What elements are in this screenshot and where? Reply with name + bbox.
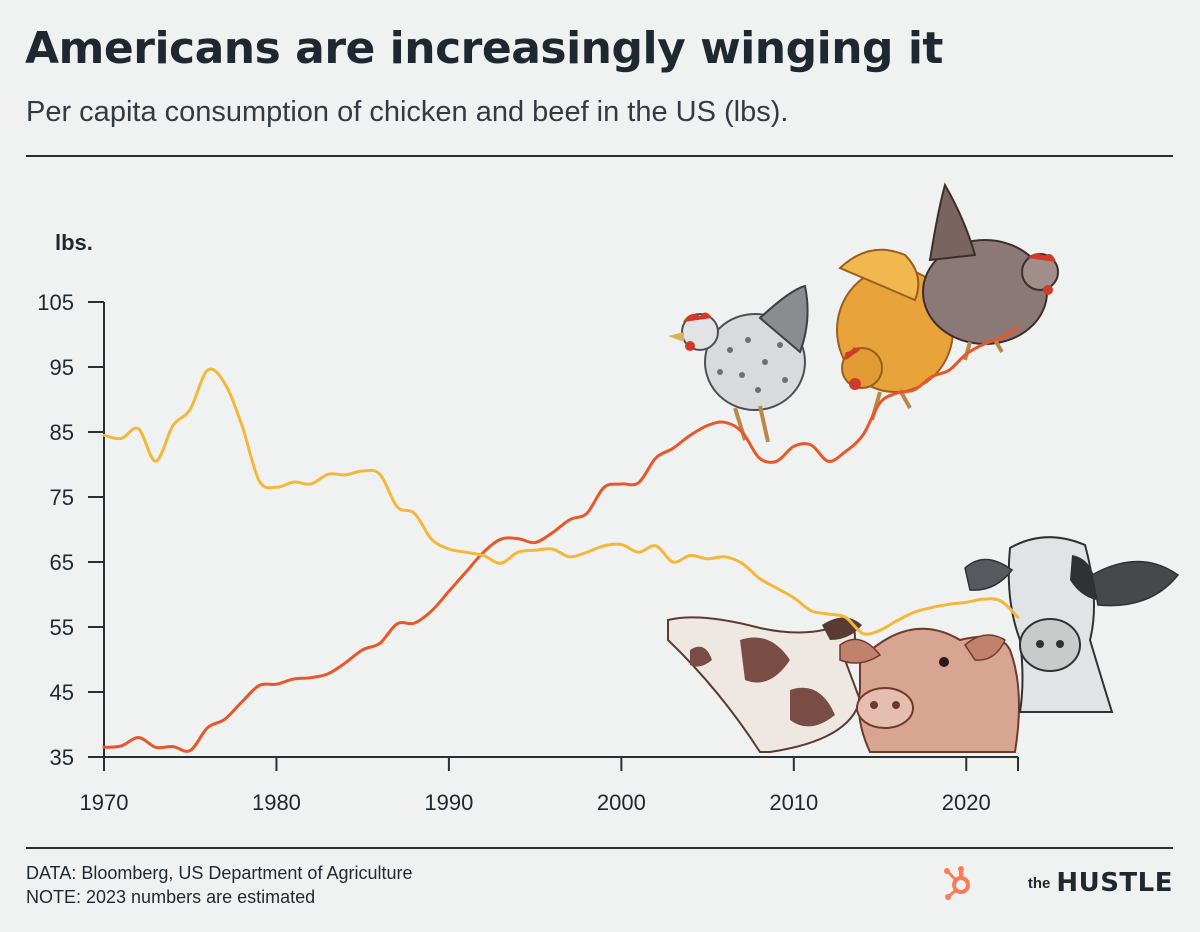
brown-chicken-illustration bbox=[922, 182, 1059, 361]
y-tick-label: 35 bbox=[50, 745, 74, 770]
top-divider bbox=[26, 155, 1173, 157]
axes: 35 45 55 65 75 85 95 105 lbs. 1970 1980 1990 2000 201… bbox=[37, 230, 1019, 815]
estimate-note: NOTE: 2023 numbers are estimated bbox=[26, 887, 316, 907]
x-tick-label: 1970 bbox=[80, 790, 129, 815]
x-tick-label: 2000 bbox=[597, 790, 646, 815]
y-tick-label: 75 bbox=[50, 485, 74, 510]
chart-title: Americans are increasingly winging it bbox=[25, 23, 943, 74]
line-chart: 35 45 55 65 75 85 95 105 lbs. 1970 1980 1990 2000 201… bbox=[37, 182, 1180, 815]
illustrations bbox=[667, 182, 1180, 753]
chicken-series-line bbox=[102, 326, 1020, 753]
sprocket-icon bbox=[943, 866, 970, 900]
y-tick-label: 55 bbox=[50, 615, 74, 640]
brand-prefix: the bbox=[1027, 874, 1051, 892]
y-tick-label: 95 bbox=[50, 355, 74, 380]
y-axis-label: lbs. bbox=[55, 230, 93, 255]
x-tick-label: 2020 bbox=[942, 790, 991, 815]
brown-cow-illustration bbox=[839, 627, 1020, 753]
x-tick-label: 1990 bbox=[424, 790, 473, 815]
data-source-note: DATA: Bloomberg, US Department of Agricu… bbox=[26, 863, 413, 883]
beef-series-line bbox=[102, 367, 1020, 636]
x-tick-label: 1980 bbox=[252, 790, 301, 815]
beef-points bbox=[103, 370, 1019, 634]
x-tick-label: 2010 bbox=[769, 790, 818, 815]
spotted-cow-illustration bbox=[667, 616, 862, 753]
brand-logo[interactable]: the HUSTLE bbox=[942, 866, 1173, 900]
y-tick-label: 85 bbox=[50, 420, 74, 445]
gray-chicken-illustration bbox=[668, 284, 809, 443]
y-tick-label: 45 bbox=[50, 680, 74, 705]
chart-subtitle: Per capita consumption of chicken and be… bbox=[26, 96, 789, 128]
y-tick-label: 105 bbox=[37, 290, 74, 315]
y-tick-label: 65 bbox=[50, 550, 74, 575]
chicken-points bbox=[103, 327, 1019, 751]
holstein-cow-illustration bbox=[964, 536, 1180, 713]
bottom-divider bbox=[26, 847, 1173, 849]
series-layer bbox=[102, 326, 1020, 753]
brand-name: HUSTLE bbox=[1056, 868, 1173, 898]
